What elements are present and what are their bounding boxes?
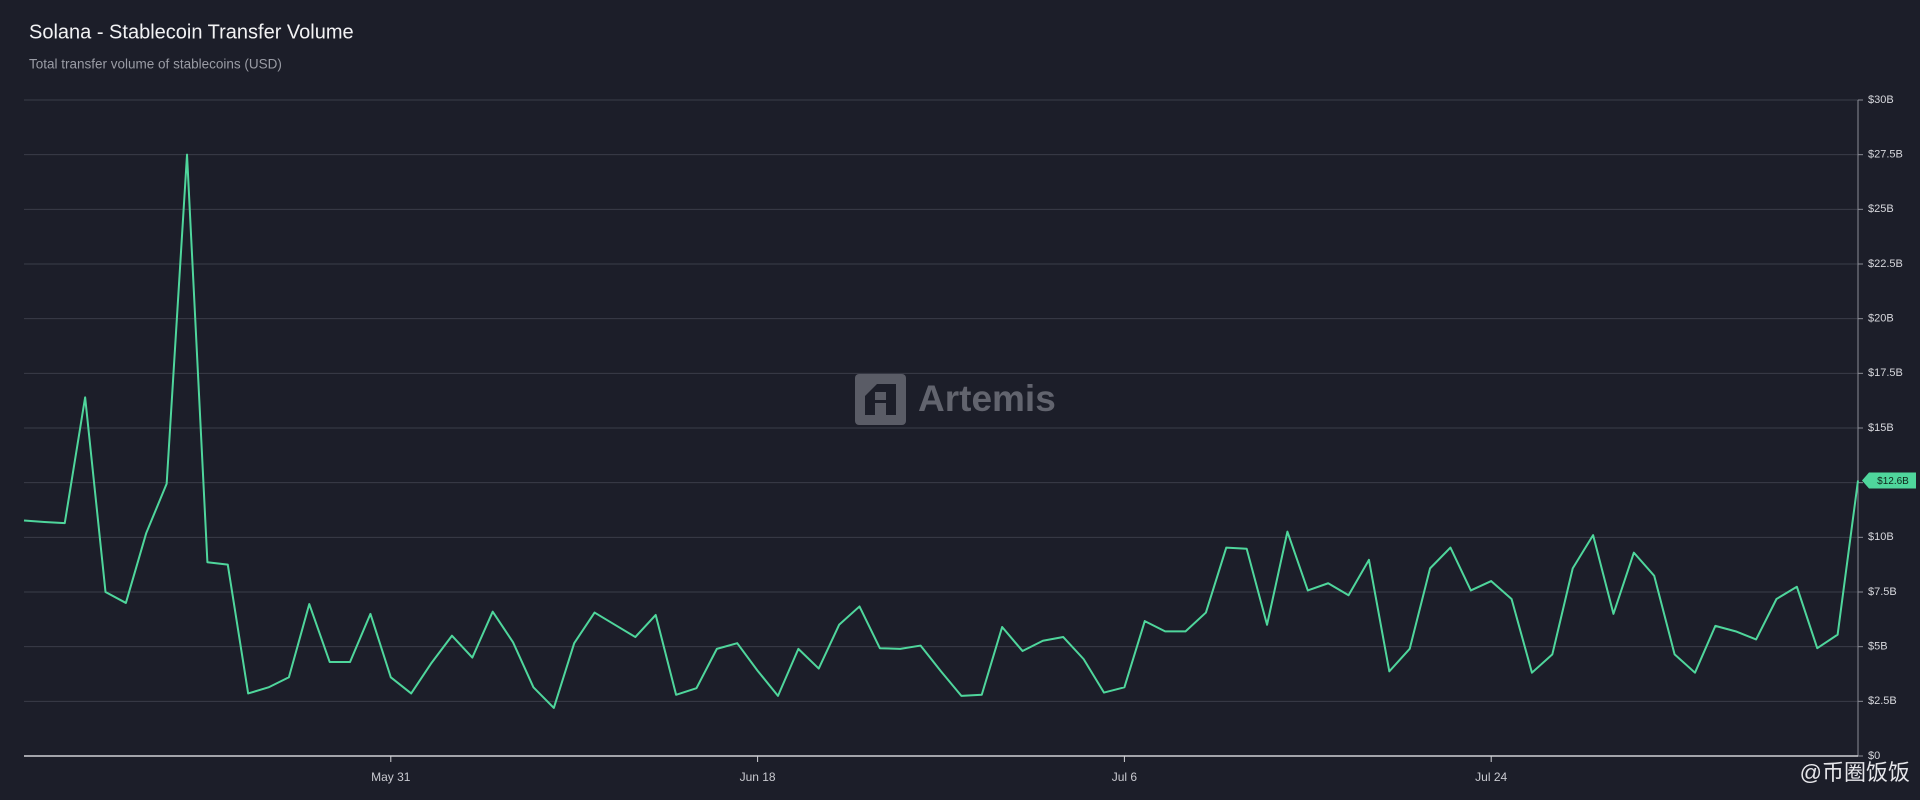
y-tick-label: $0 — [1868, 750, 1880, 762]
y-tick-label: $17.5B — [1868, 367, 1903, 379]
x-tick-label: Jul 24 — [1475, 770, 1507, 784]
chart-title: Solana - Stablecoin Transfer Volume — [29, 21, 354, 43]
overlay-watermark: @币圈饭饭 — [1800, 760, 1910, 785]
value-label-badge — [1862, 472, 1916, 489]
y-tick-label: $27.5B — [1868, 149, 1903, 161]
y-tick-label: $15B — [1868, 422, 1894, 434]
data-line — [23, 153, 1859, 709]
chart-subtitle: Total transfer volume of stablecoins (US… — [29, 57, 282, 72]
y-tick-label: $25B — [1868, 203, 1894, 215]
value-label: $12.6B — [1877, 476, 1909, 487]
y-tick-label: $2.5B — [1868, 695, 1897, 707]
watermark: Artemis — [918, 378, 1056, 419]
y-tick-label: $5B — [1868, 641, 1888, 653]
y-tick-label: $7.5B — [1868, 586, 1897, 598]
x-tick-label: Jul 6 — [1112, 770, 1138, 784]
y-tick-label: $30B — [1868, 94, 1894, 106]
watermark-logo — [855, 374, 906, 425]
x-tick-label: Jun 18 — [740, 770, 776, 784]
x-tick-label: May 31 — [371, 770, 411, 784]
y-tick-label: $10B — [1868, 531, 1894, 543]
y-tick-label: $22.5B — [1868, 258, 1903, 270]
y-tick-label: $20B — [1868, 313, 1894, 325]
